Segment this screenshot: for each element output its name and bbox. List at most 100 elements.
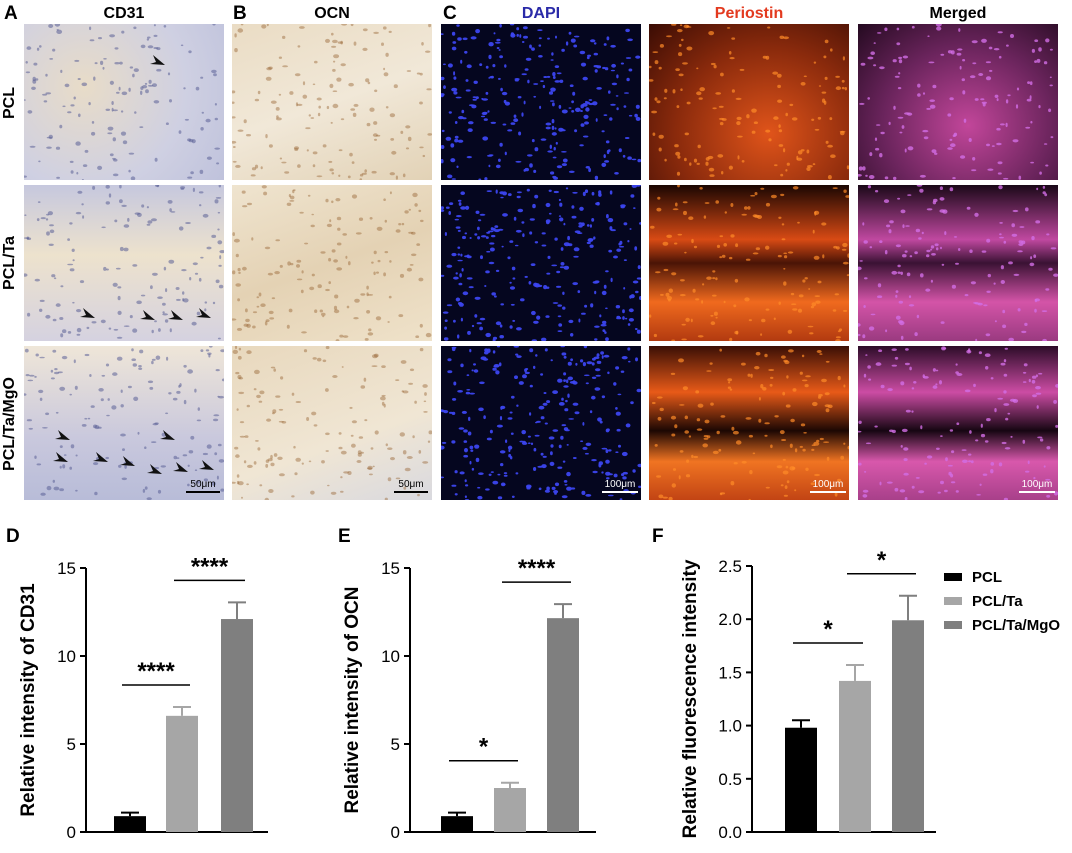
- micrograph-texture: [24, 185, 224, 340]
- scale-bar-ocn: 50μm: [394, 480, 428, 493]
- panel-letter-e: E: [338, 526, 351, 547]
- chart-d-bar-pcl-ta: [166, 715, 198, 832]
- micrograph-texture: [441, 346, 641, 500]
- micrograph-dapi-row-3: [441, 346, 641, 500]
- legend-item-pcl-ta-mgo: PCL/Ta/MgO: [944, 613, 1060, 637]
- chart-d-y-tick-label: 10: [57, 647, 76, 666]
- scale-bar-label: 50μm: [398, 479, 424, 490]
- micrograph-texture: [441, 185, 641, 341]
- chart-f-y-tick-label: 2.5: [718, 557, 742, 576]
- micrograph-texture: [232, 346, 432, 500]
- legend-swatch-pcl-ta: [944, 597, 962, 605]
- cd31-vessel-arrow-icon: [140, 310, 155, 320]
- chart-f-y-tick-label: 0.0: [718, 823, 742, 842]
- micrograph-dapi-row-2: [441, 185, 641, 341]
- chart-e-significance-label: ****: [518, 555, 556, 582]
- column-title-dapi: DAPI: [521, 5, 561, 22]
- cd31-vessel-arrow-icon: [168, 310, 183, 320]
- chart-e-y-tick-label: 10: [381, 647, 400, 666]
- micrograph-merged-row-3: [858, 346, 1058, 500]
- legend-label: PCL/Ta/MgO: [972, 616, 1061, 634]
- legend-label: PCL/Ta: [972, 592, 1023, 610]
- chart-f-significance-label: *: [877, 547, 887, 574]
- chart-e-y-tick-label: 0: [391, 823, 400, 842]
- cd31-vessel-arrow-icon: [120, 456, 135, 466]
- scale-bar-label: 50μm: [190, 479, 216, 490]
- chart-f-y-tick-label: 2.0: [718, 610, 742, 629]
- legend-item-pcl-ta: PCL/Ta: [944, 589, 1060, 613]
- micrograph-periostin-row-3: [649, 346, 849, 500]
- scale-bar-label: 100μm: [604, 479, 636, 490]
- chart-d-significance-label: ****: [137, 658, 175, 685]
- panel-letter-d: D: [6, 526, 20, 547]
- chart-d-significance-label: ****: [191, 553, 229, 580]
- chart-d-y-tick-label: 5: [67, 735, 76, 754]
- panel-letter-a: A: [4, 3, 18, 24]
- cd31-vessel-arrow-icon: [199, 460, 214, 470]
- legend-swatch-pcl: [944, 573, 962, 581]
- chart-e-y-tick-label: 15: [381, 559, 400, 578]
- micrograph-texture: [232, 185, 432, 341]
- chart-f-y-axis-label: Relative fluorescence intensity: [680, 559, 701, 838]
- legend-swatch-pcl-ta-mgo: [944, 621, 962, 629]
- panel-letter-c: C: [443, 3, 457, 24]
- chart-e-y-axis-label: Relative intensity of OCN: [342, 587, 363, 814]
- micrograph-texture: [858, 346, 1058, 500]
- chart-e-y-tick-label: 5: [391, 735, 400, 754]
- column-title-periostin: Periostin: [714, 5, 784, 22]
- micrograph-texture: [858, 185, 1058, 341]
- cd31-vessel-arrow-icon: [80, 308, 95, 318]
- chart-d-bar-pcl: [114, 816, 146, 832]
- chart-d-y-tick-label: 0: [67, 823, 76, 842]
- column-title-merged: Merged: [929, 5, 987, 22]
- cd31-vessel-arrow-icon: [53, 452, 68, 462]
- column-title-cd31: CD31: [103, 5, 145, 22]
- chart-d-y-axis-label: Relative intensity of CD31: [18, 583, 39, 817]
- chart-e-bar-pcl-ta-mgo: [547, 618, 579, 832]
- micrograph-dapi-row-1: [441, 24, 641, 180]
- chart-f-significance-label: *: [823, 616, 833, 643]
- scale-bar-merged: 100μm: [1019, 480, 1055, 493]
- chart-legend: PCL PCL/Ta PCL/Ta/MgO: [944, 565, 1060, 637]
- panel-letter-b: B: [233, 3, 247, 24]
- micrograph-merged-row-2: [858, 185, 1058, 341]
- cd31-vessel-arrow-icon: [173, 462, 188, 472]
- chart-f-y-tick-label: 1.0: [718, 717, 742, 736]
- column-title-ocn: OCN: [314, 5, 350, 22]
- micrograph-texture: [858, 24, 1054, 180]
- chart-e-bar-pcl: [441, 816, 473, 832]
- micrograph-ihc-ocn-row-1: [232, 24, 432, 180]
- scale-bar-label: 100μm: [812, 479, 844, 490]
- cd31-vessel-arrow-icon: [147, 464, 162, 474]
- cd31-vessel-arrow-icon: [93, 452, 108, 462]
- legend-label: PCL: [972, 568, 1002, 586]
- chart-f-bar-pcl-ta: [839, 680, 871, 832]
- micrograph-texture: [232, 24, 432, 180]
- chart-f-bar-pcl: [785, 727, 817, 832]
- micrograph-merged-row-1: [858, 24, 1058, 180]
- micrograph-texture: [24, 24, 221, 180]
- micrograph-texture: [649, 185, 849, 341]
- scale-bar-dapi: 100μm: [602, 480, 638, 493]
- micrograph-ihc-ocn-row-3: [232, 346, 432, 500]
- micrograph-ihc-cd31-row-3: [24, 346, 224, 500]
- micrograph-texture: [649, 24, 849, 180]
- chart-e-bar-pcl-ta: [494, 788, 526, 832]
- cd31-vessel-arrow-icon: [196, 308, 211, 318]
- scale-bar-line: [602, 491, 638, 493]
- scale-bar-label: 100μm: [1021, 479, 1053, 490]
- legend-item-pcl: PCL: [944, 565, 1060, 589]
- chart-d-bar-pcl-ta-mgo: [221, 619, 253, 832]
- micrograph-ihc-ocn-row-2: [232, 185, 432, 341]
- cd31-vessel-arrow-icon: [150, 55, 165, 65]
- chart-f-bar-pcl-ta-mgo: [892, 620, 924, 832]
- micrograph-texture: [441, 24, 641, 180]
- scale-bar-line: [394, 491, 428, 493]
- panel-letter-f: F: [652, 526, 664, 547]
- scale-bar-line: [1019, 491, 1055, 493]
- chart-f-y-tick-label: 1.5: [718, 663, 742, 682]
- scale-bar-periostin: 100μm: [810, 480, 846, 493]
- cd31-vessel-arrow-icon: [160, 430, 175, 440]
- scale-bar-cd31: 50μm: [186, 480, 220, 493]
- chart-e-significance-label: *: [479, 734, 489, 761]
